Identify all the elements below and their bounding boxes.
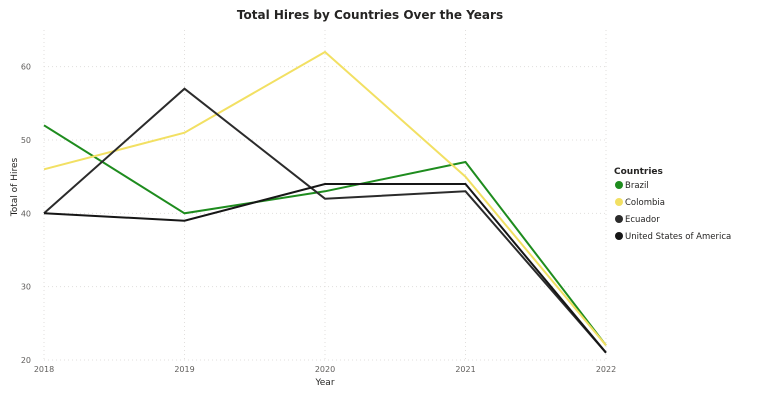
y-tick-label: 50 — [21, 136, 31, 145]
x-axis-ticks: 2018 2019 2020 2021 2022 — [34, 365, 616, 374]
gridlines — [43, 30, 607, 361]
x-tick-label: 2021 — [455, 365, 475, 374]
y-tick-label: 40 — [21, 209, 31, 218]
series-line-united-states-of-america — [43, 183, 607, 354]
legend-marker — [615, 181, 623, 189]
legend-marker — [615, 215, 623, 223]
legend-item-brazil[interactable]: Brazil — [615, 181, 649, 191]
x-tick-label: 2019 — [174, 365, 194, 374]
series-line-brazil — [43, 124, 607, 346]
legend-marker — [615, 198, 623, 206]
legend-title: Countries — [614, 167, 663, 177]
chart-title: Total Hires by Countries Over the Years — [237, 8, 503, 22]
y-tick-label: 20 — [21, 356, 31, 365]
legend-items: Brazil Colombia Ecuador United States of Am… — [615, 181, 731, 242]
y-axis-ticks: 20 30 40 50 60 — [21, 63, 31, 365]
x-tick-label: 2018 — [34, 365, 54, 374]
legend-label: United States of America — [625, 232, 731, 242]
y-tick-label: 60 — [21, 63, 31, 72]
y-axis-title: Total of Hires — [10, 157, 20, 217]
legend-item-colombia[interactable]: Colombia — [615, 198, 665, 208]
series-lines — [43, 50, 607, 354]
series-line-ecuador — [43, 87, 607, 354]
legend-label: Colombia — [625, 198, 665, 208]
legend-marker — [615, 232, 623, 240]
legend-label: Brazil — [625, 181, 649, 191]
x-tick-label: 2020 — [315, 365, 335, 374]
legend: Countries Brazil Colombia Ecuador United St… — [614, 167, 731, 242]
legend-label: Ecuador — [625, 215, 660, 225]
y-tick-label: 30 — [21, 283, 31, 292]
x-tick-label: 2022 — [596, 365, 616, 374]
series-line-colombia — [43, 50, 607, 346]
legend-item-ecuador[interactable]: Ecuador — [615, 215, 660, 225]
legend-item-united-states-of-america[interactable]: United States of America — [615, 232, 731, 242]
x-axis-title: Year — [314, 378, 334, 388]
